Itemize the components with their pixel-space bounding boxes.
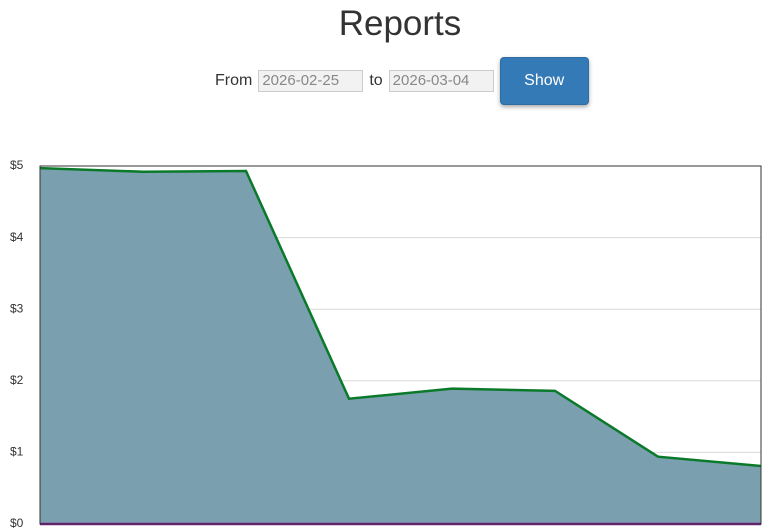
y-tick-label: $1 [10, 445, 24, 459]
y-tick-label: $5 [10, 158, 24, 172]
to-label: to [369, 72, 383, 89]
show-button[interactable]: Show [499, 57, 589, 105]
date-form: From 2026-02-25 to 2026-03-04 Show [215, 57, 589, 105]
y-tick-label: $2 [10, 373, 24, 387]
y-tick-label: $3 [10, 301, 24, 315]
series-line [39, 166, 762, 468]
from-label: From [215, 72, 253, 89]
to-date-input[interactable]: 2026-03-04 [388, 70, 494, 92]
y-tick-label: $0 [10, 516, 24, 530]
page-title: Reports [338, 4, 462, 43]
from-date-input[interactable]: 2026-02-25 [258, 70, 364, 92]
y-tick-label: $4 [10, 230, 24, 244]
area-fill [40, 168, 761, 524]
chart: $0 $1 $2 $3 $4 $5 [10, 158, 762, 530]
plot-frame [39, 165, 762, 525]
